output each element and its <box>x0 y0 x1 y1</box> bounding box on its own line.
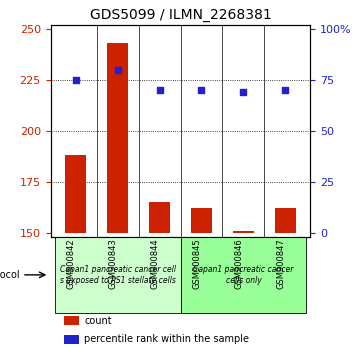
Bar <box>233 230 254 233</box>
Bar <box>64 316 79 325</box>
Bar <box>107 43 128 233</box>
Point <box>157 87 162 93</box>
Text: Capan1 pancreatic cancer cell
s exposed to PS1 stellate cells: Capan1 pancreatic cancer cell s exposed … <box>60 265 175 285</box>
Point <box>115 67 121 73</box>
Point <box>240 89 246 95</box>
Text: count: count <box>84 316 112 326</box>
Bar <box>65 155 86 233</box>
Text: GSM900846: GSM900846 <box>234 238 243 289</box>
Point <box>282 87 288 93</box>
Title: GDS5099 / ILMN_2268381: GDS5099 / ILMN_2268381 <box>90 8 271 22</box>
Point <box>73 77 79 82</box>
Bar <box>275 208 296 233</box>
Text: percentile rank within the sample: percentile rank within the sample <box>84 335 249 344</box>
Point <box>199 87 204 93</box>
FancyBboxPatch shape <box>55 237 180 313</box>
Text: protocol: protocol <box>0 270 19 280</box>
Text: GSM900847: GSM900847 <box>276 238 285 289</box>
Bar <box>64 335 79 343</box>
Text: GSM900843: GSM900843 <box>109 238 118 289</box>
Text: GSM900845: GSM900845 <box>192 238 201 289</box>
Bar <box>191 208 212 233</box>
Text: GSM900844: GSM900844 <box>151 238 160 289</box>
Bar <box>149 202 170 233</box>
FancyBboxPatch shape <box>180 237 306 313</box>
Text: Capan1 pancreatic cancer
cells only: Capan1 pancreatic cancer cells only <box>193 265 293 285</box>
Text: GSM900842: GSM900842 <box>67 238 76 289</box>
